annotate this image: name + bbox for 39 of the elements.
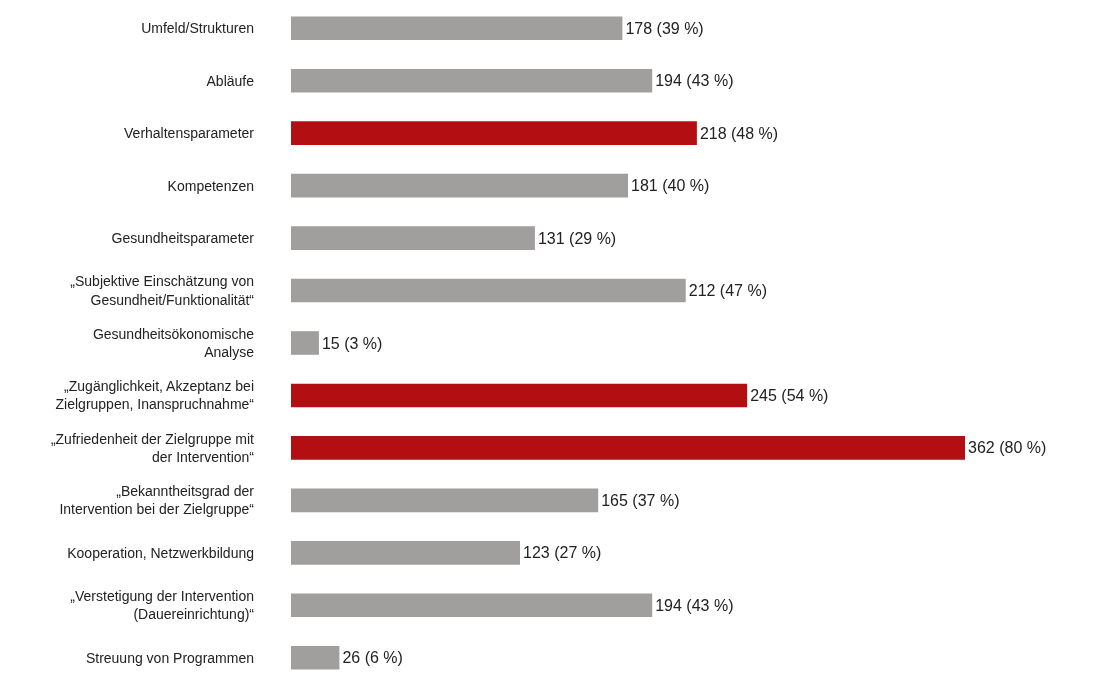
y-tick-label: „Bekanntheitsgrad der Intervention bei der Zielgruppe“ <box>59 483 255 518</box>
data-label: 131 (29 %) <box>537 229 617 247</box>
data-label: 362 (80 %) <box>968 439 1047 457</box>
y-tick-label: „Zugänglichkeit, Akzeptanz bei Zielgruppen, Inanspruchnahme“ <box>55 378 255 413</box>
y-tick-label: Gesundheitsökonomische Analyse <box>92 325 255 360</box>
y-tick-label: Gesundheitsparameter <box>111 229 255 246</box>
bar <box>291 121 697 145</box>
y-tick-label: Kompetenzen <box>167 177 254 194</box>
bar <box>291 383 748 408</box>
y-tick-label: Kooperation, Netzwerkbildung <box>67 544 254 561</box>
y-tick-label: „Zufriedenheit der Zielgruppe mit der Intervention“ <box>50 430 255 465</box>
data-label: 245 (54 %) <box>750 386 829 404</box>
y-tick-label: „Verstetigung der Intervention (Dauereinrichtung)“ <box>70 588 255 623</box>
data-label: 123 (27 %) <box>523 544 602 562</box>
y-tick-label: „Subjektive Einschätzung von Gesundheit/Funktionalität“ <box>70 273 255 308</box>
bar <box>291 436 965 460</box>
bar <box>291 645 340 670</box>
bar <box>291 278 686 303</box>
bar <box>291 68 653 93</box>
y-tick-label: Umfeld/Strukturen <box>141 20 254 37</box>
bar <box>291 541 521 565</box>
bar <box>291 593 653 618</box>
data-label: 212 (47 %) <box>688 282 767 300</box>
data-label: 165 (37 %) <box>601 491 680 509</box>
data-label: 26 (6 %) <box>342 649 403 667</box>
bar <box>291 331 319 355</box>
data-label: 178 (39 %) <box>625 19 704 37</box>
y-tick-label: Abläufe <box>206 72 255 89</box>
data-label: 15 (3 %) <box>321 334 383 352</box>
y-tick-label: Streuung von Programmen <box>85 649 254 666</box>
data-label: 218 (48 %) <box>699 124 779 142</box>
bar <box>291 16 623 41</box>
y-tick-label: Verhaltensparameter <box>124 125 255 142</box>
bar <box>291 173 628 198</box>
data-label: 194 (43 %) <box>655 596 734 614</box>
bar <box>291 226 535 250</box>
data-label: 194 (43 %) <box>655 72 734 90</box>
data-label: 181 (40 %) <box>631 177 710 195</box>
bar <box>291 488 599 513</box>
